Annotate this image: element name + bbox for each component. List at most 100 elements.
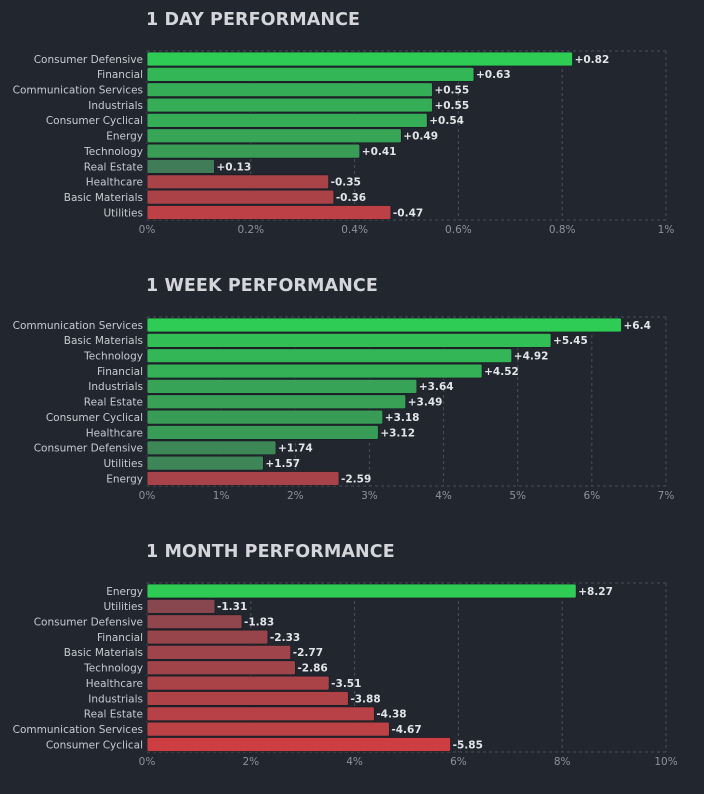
bar [146, 97, 433, 113]
chart-svg: 0% 0.2% 0.4% 0.6% 0.8% 1% Consumer Defensive +0… [13, 50, 675, 236]
data-label: +0.82 [575, 54, 610, 66]
chart-svg: 0% 1% 2% 3% 4% 5% 6% 7% Communication Services +6… [13, 316, 675, 502]
data-label: -2.33 [270, 632, 300, 644]
bar [146, 675, 330, 691]
x-tick-label: 6% [584, 490, 601, 502]
data-label: +0.41 [362, 146, 397, 158]
category-label: Consumer Defensive [34, 617, 143, 629]
data-label: +5.45 [553, 335, 588, 347]
bar [146, 51, 573, 67]
x-tick-label: 8% [554, 756, 571, 768]
category-label: Real Estate [84, 709, 143, 721]
x-tick-label: 0% [139, 490, 156, 502]
category-label: Consumer Defensive [34, 54, 143, 66]
category-label: Consumer Cyclical [46, 412, 143, 424]
data-label: -5.85 [453, 739, 483, 751]
bar [146, 82, 433, 98]
data-label: -3.88 [350, 693, 380, 705]
category-label: Industrials [88, 693, 143, 705]
bar [146, 645, 292, 660]
category-label: Healthcare [86, 678, 143, 690]
x-tick-label: 0% [139, 756, 156, 768]
chart-title: 1 MONTH PERFORMANCE [146, 542, 395, 562]
x-tick-label: 5% [509, 490, 526, 502]
bar [146, 660, 296, 676]
bar [146, 66, 475, 82]
category-label: Basic Materials [64, 335, 143, 347]
x-tick-label: 7% [658, 490, 675, 502]
category-label: Consumer Defensive [34, 443, 143, 455]
bar [146, 189, 335, 205]
x-tick-label: 4% [435, 490, 452, 502]
category-label: Real Estate [84, 161, 143, 173]
category-label: Financial [97, 69, 143, 81]
x-tick-label: 3% [361, 490, 378, 502]
category-label: Communication Services [13, 724, 143, 736]
x-tick-label: 6% [450, 756, 467, 768]
bar [146, 721, 390, 737]
data-label: +0.55 [434, 85, 469, 97]
category-label: Energy [106, 473, 143, 485]
category-label: Financial [97, 366, 143, 378]
chart-title: 1 WEEK PERFORMANCE [146, 276, 378, 296]
category-label: Utilities [103, 207, 143, 219]
x-tick-label: 2% [242, 756, 259, 768]
chart-panel-1-month: 1 MONTH PERFORMANCE 0% 2% 4% 6% 8% 10% Energy +… [0, 532, 704, 794]
data-label: -0.35 [331, 177, 361, 189]
bar [146, 455, 264, 471]
bar [146, 128, 402, 144]
bar [146, 332, 552, 348]
category-label: Industrials [88, 100, 143, 112]
data-label: +4.92 [514, 351, 549, 363]
category-label: Technology [83, 351, 143, 363]
bar [146, 614, 243, 630]
category-label: Real Estate [84, 397, 143, 409]
bar [146, 348, 513, 364]
category-label: Communication Services [13, 85, 143, 97]
data-label: +3.12 [380, 427, 415, 439]
category-label: Healthcare [86, 427, 143, 439]
bar [146, 363, 483, 379]
data-label: +0.49 [403, 131, 438, 143]
category-label: Energy [106, 586, 143, 598]
data-label: +3.18 [385, 412, 420, 424]
x-tick-label: 10% [654, 756, 677, 768]
category-label: Communication Services [13, 320, 143, 332]
data-label: +0.54 [429, 115, 464, 127]
category-label: Consumer Cyclical [46, 739, 143, 751]
data-label: -2.86 [297, 663, 327, 675]
x-tick-label: 0.6% [445, 224, 472, 236]
data-label: -1.83 [244, 617, 274, 629]
data-label: +3.64 [419, 381, 454, 393]
bar [146, 317, 622, 333]
data-label: +0.63 [476, 69, 511, 81]
data-label: -2.77 [293, 647, 323, 659]
data-label: -1.31 [217, 601, 247, 613]
data-label: +0.55 [434, 100, 469, 112]
chart-title: 1 DAY PERFORMANCE [146, 10, 361, 30]
bar [146, 737, 452, 752]
category-label: Healthcare [86, 177, 143, 189]
x-tick-label: 1% [658, 224, 675, 236]
data-label: +0.13 [216, 161, 251, 173]
x-tick-label: 2% [287, 490, 304, 502]
data-label: -0.36 [336, 192, 366, 204]
bar [146, 583, 577, 599]
data-label: +3.49 [408, 397, 443, 409]
category-label: Technology [83, 663, 143, 675]
category-label: Technology [83, 146, 143, 158]
data-label: +1.74 [278, 443, 313, 455]
data-label: +4.52 [484, 366, 519, 378]
bar [146, 113, 428, 128]
data-label: -3.51 [331, 678, 361, 690]
category-label: Basic Materials [64, 192, 143, 204]
data-label: +8.27 [578, 586, 613, 598]
bar [146, 205, 392, 220]
data-label: +6.4 [624, 320, 651, 332]
data-label: +1.57 [265, 458, 300, 470]
data-label: -4.67 [391, 724, 421, 736]
x-tick-label: 4% [346, 756, 363, 768]
chart-panel-1-day: 1 DAY PERFORMANCE 0% 0.2% 0.4% 0.6% 0.8% 1% Co… [0, 0, 704, 262]
bar [146, 706, 375, 722]
bar [146, 471, 340, 486]
